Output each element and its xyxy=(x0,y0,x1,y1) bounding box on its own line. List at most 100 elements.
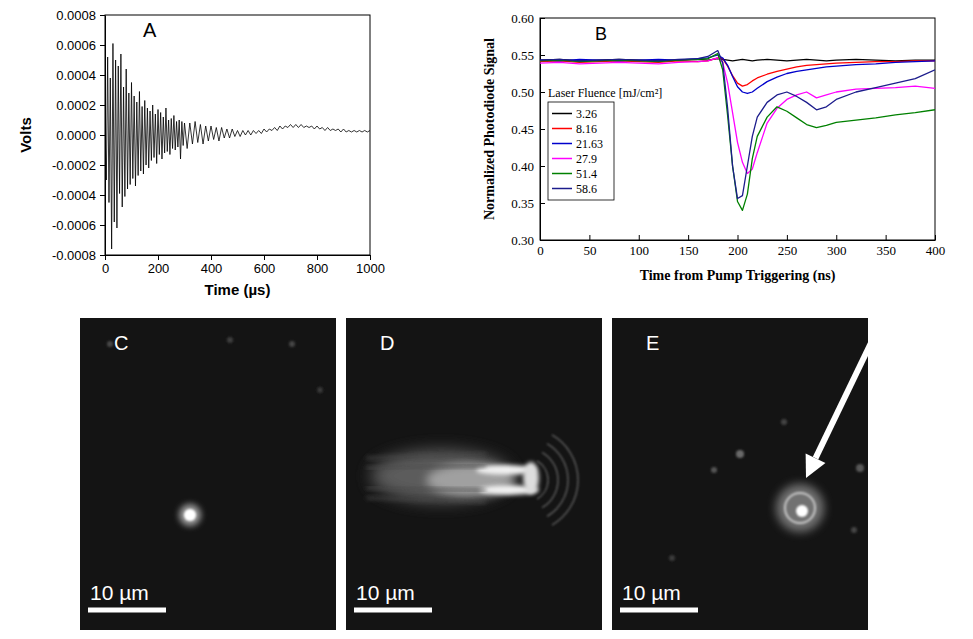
x-tick: 1000 xyxy=(356,255,385,276)
x-tick-label: 400 xyxy=(926,243,946,258)
y-tick: 0.55 xyxy=(511,48,545,63)
x-tick-label: 300 xyxy=(827,243,847,258)
x-tick: 150 xyxy=(679,235,699,258)
y-axis: 0.30 0.35 0.40 0.45 0.50 0.55 0.60 xyxy=(511,11,545,248)
panel-letter: A xyxy=(143,19,157,41)
x-tick: 250 xyxy=(778,235,798,258)
x-axis-title: Time from Pump Triggering (ns) xyxy=(640,268,836,284)
legend-swatch xyxy=(552,128,572,130)
x-tick: 200 xyxy=(148,255,170,276)
y-axis-title: Volts xyxy=(17,117,34,153)
x-tick-label: 250 xyxy=(778,243,798,258)
plot-frame xyxy=(540,18,935,240)
legend-label: 51.4 xyxy=(576,167,597,181)
y-tick: 0.30 xyxy=(511,233,545,248)
y-tick-mark xyxy=(100,105,105,106)
x-tick-mark xyxy=(264,255,265,260)
x-axis-title: Time (µs) xyxy=(205,281,271,298)
x-tick: 300 xyxy=(827,235,847,258)
x-tick-label: 800 xyxy=(307,261,329,276)
y-tick: 0.40 xyxy=(511,159,545,174)
legend-swatch xyxy=(552,158,572,160)
x-tick-label: 50 xyxy=(583,243,596,258)
y-tick-mark xyxy=(540,129,545,130)
image-feature xyxy=(796,505,808,517)
image-background xyxy=(612,318,868,630)
y-tick-mark xyxy=(540,55,545,56)
y-tick: 0.0004 xyxy=(56,68,105,83)
image-feature xyxy=(289,341,295,347)
y-tick-label: -0.0008 xyxy=(52,248,96,263)
x-tick-mark xyxy=(158,255,159,260)
image-feature xyxy=(227,337,233,343)
image-feature xyxy=(851,527,857,533)
image-feature xyxy=(552,435,578,525)
plot-frame xyxy=(105,15,370,255)
x-axis-line xyxy=(541,240,936,241)
scale-bar-label: 10 µm xyxy=(90,581,149,604)
x-tick-label: 600 xyxy=(254,261,276,276)
x-tick-label: 200 xyxy=(728,243,748,258)
y-tick-mark xyxy=(540,240,545,241)
data-line xyxy=(540,54,935,211)
x-tick-label: 350 xyxy=(876,243,896,258)
x-tick-mark xyxy=(688,235,689,240)
y-tick-label: 0.45 xyxy=(511,122,534,137)
y-tick-mark xyxy=(100,45,105,46)
image-panel: D10 µm xyxy=(346,318,602,630)
y-tick: -0.0008 xyxy=(52,248,105,263)
scale-bar xyxy=(88,608,166,613)
image-feature xyxy=(366,488,486,490)
y-tick-label: 0.35 xyxy=(511,196,534,211)
image-feature xyxy=(366,466,486,468)
x-tick-label: 200 xyxy=(148,261,170,276)
y-tick: 0.0000 xyxy=(56,128,105,143)
y-axis-title: Normalized Photodiode Signal xyxy=(482,38,497,220)
x-tick-mark xyxy=(787,235,788,240)
image-feature xyxy=(669,555,675,561)
x-tick: 100 xyxy=(630,235,650,258)
image-feature xyxy=(537,461,548,499)
x-tick-label: 0 xyxy=(102,261,109,276)
x-tick-mark xyxy=(935,235,936,240)
x-tick: 200 xyxy=(728,235,748,258)
arrow-shaft xyxy=(816,320,882,458)
legend-label: 21.63 xyxy=(576,137,603,151)
y-tick-mark xyxy=(540,203,545,204)
y-tick-label: 0.0004 xyxy=(56,68,96,83)
image-feature xyxy=(366,454,486,458)
y-tick-mark xyxy=(100,195,105,196)
y-tick-label: 0.0006 xyxy=(56,38,96,53)
panel-letter: B xyxy=(595,24,607,44)
y-tick: 0.60 xyxy=(511,11,545,26)
x-tick: 0 xyxy=(102,255,109,276)
legend: Laser Fluence [mJ/cm²]3.268.1621.6327.95… xyxy=(548,86,662,200)
y-tick-mark xyxy=(100,225,105,226)
y-tick-label: 0.55 xyxy=(511,48,534,63)
image-feature xyxy=(736,450,744,458)
y-axis: -0.0008-0.0006-0.0004-0.00020.00000.0002… xyxy=(52,8,106,263)
image-panel: C10 µm xyxy=(80,318,336,630)
y-tick-label: 0.30 xyxy=(511,233,534,248)
image-content xyxy=(107,337,323,526)
x-tick-mark xyxy=(589,235,590,240)
data-line xyxy=(105,44,370,250)
scale-bar xyxy=(620,608,698,613)
y-tick-label: 0.0000 xyxy=(56,128,96,143)
image-feature xyxy=(523,462,539,494)
x-tick: 600 xyxy=(254,255,276,276)
y-tick: 0.0002 xyxy=(56,98,105,113)
y-tick-mark xyxy=(540,92,545,93)
x-tick-mark xyxy=(639,235,640,240)
image-feature xyxy=(542,452,558,507)
y-tick-label: 0.50 xyxy=(511,85,534,100)
x-tick: 350 xyxy=(876,235,896,258)
legend-swatch xyxy=(552,113,572,115)
data-line xyxy=(540,58,935,86)
x-axis: 050100150200250300350400 xyxy=(537,235,945,258)
panel-letter: D xyxy=(380,332,394,354)
y-tick: 0.0006 xyxy=(56,38,105,53)
x-tick-label: 1000 xyxy=(356,261,385,276)
y-tick-mark xyxy=(100,255,105,256)
x-tick-mark xyxy=(317,255,318,260)
